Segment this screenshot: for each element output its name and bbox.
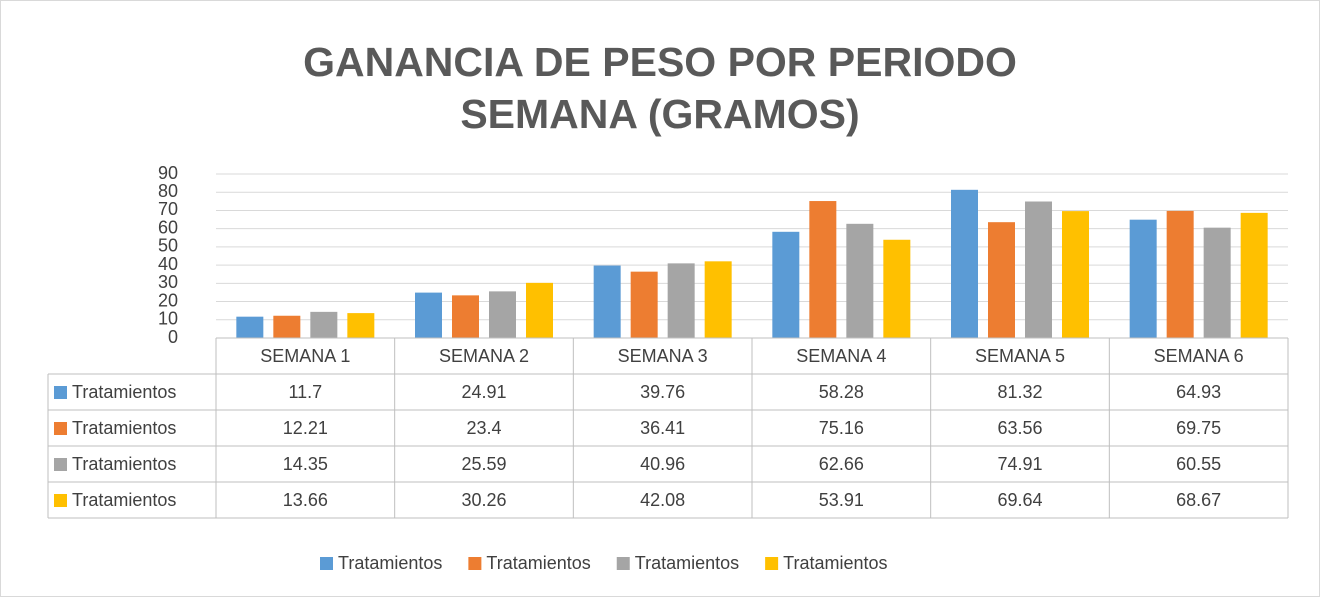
y-tick-label: 90 bbox=[158, 163, 178, 183]
x-tick-label: SEMANA 6 bbox=[1154, 346, 1244, 366]
bar bbox=[526, 282, 553, 338]
bar bbox=[452, 295, 479, 338]
table-cell: 11.7 bbox=[288, 382, 322, 402]
bar bbox=[415, 292, 442, 338]
legend-label: Tratamientos bbox=[486, 553, 590, 573]
table-cell: 64.93 bbox=[1176, 382, 1221, 402]
y-tick-label: 10 bbox=[158, 309, 178, 329]
bar bbox=[704, 261, 732, 338]
bar bbox=[273, 315, 301, 338]
legend-label: Tratamientos bbox=[635, 553, 739, 573]
bar bbox=[883, 239, 911, 338]
bar bbox=[1062, 211, 1089, 338]
y-tick-label: 30 bbox=[158, 272, 178, 292]
table-cell: 25.59 bbox=[461, 454, 506, 474]
y-tick-label: 20 bbox=[158, 290, 178, 310]
x-tick-label: SEMANA 3 bbox=[618, 346, 708, 366]
table-cell: 24.91 bbox=[461, 382, 506, 402]
table-legend-key bbox=[54, 386, 67, 399]
chart-title: GANANCIA DE PESO POR PERIODO SEMANA (GRA… bbox=[303, 39, 1017, 137]
table-legend-key bbox=[54, 422, 67, 435]
table-legend-key bbox=[54, 494, 67, 507]
legend-label: Tratamientos bbox=[783, 553, 887, 573]
bar bbox=[667, 263, 695, 338]
y-tick-label: 60 bbox=[158, 217, 178, 237]
table-cell: 30.26 bbox=[461, 490, 506, 510]
legend-key bbox=[468, 557, 482, 570]
y-tick-label: 50 bbox=[158, 236, 178, 256]
bar bbox=[1240, 212, 1268, 338]
table-cell: 14.35 bbox=[283, 454, 328, 474]
table-cell: 75.16 bbox=[819, 418, 864, 438]
table-cell: 68.67 bbox=[1176, 490, 1221, 510]
bar bbox=[236, 316, 264, 338]
x-tick-label: SEMANA 4 bbox=[796, 346, 886, 366]
bar bbox=[593, 265, 621, 338]
x-tick-label: SEMANA 1 bbox=[260, 346, 350, 366]
x-tick-label: SEMANA 2 bbox=[439, 346, 529, 366]
table-legend-key bbox=[54, 458, 67, 471]
legend-key bbox=[616, 557, 630, 570]
legend-key bbox=[765, 557, 779, 570]
table-cell: 23.4 bbox=[466, 418, 501, 438]
y-tick-label: 40 bbox=[158, 254, 178, 274]
table-row-label: Tratamientos bbox=[72, 382, 176, 402]
bar bbox=[310, 311, 338, 338]
table-cell: 62.66 bbox=[819, 454, 864, 474]
table-cell: 74.91 bbox=[997, 454, 1042, 474]
table-cell: 39.76 bbox=[640, 382, 685, 402]
table-cell: 69.75 bbox=[1176, 418, 1221, 438]
bar bbox=[1025, 201, 1052, 338]
table-cell: 36.41 bbox=[640, 418, 685, 438]
bar bbox=[951, 189, 978, 338]
bar bbox=[630, 271, 658, 338]
table-cell: 13.66 bbox=[283, 490, 328, 510]
legend-key bbox=[320, 557, 333, 570]
table-cell: 58.28 bbox=[819, 382, 864, 402]
table-cell: 81.32 bbox=[997, 382, 1042, 402]
y-tick-label: 0 bbox=[168, 327, 178, 347]
table-cell: 40.96 bbox=[640, 454, 685, 474]
table-cell: 60.55 bbox=[1176, 454, 1221, 474]
x-tick-label: SEMANA 5 bbox=[975, 346, 1065, 366]
table-cell: 42.08 bbox=[640, 490, 685, 510]
table-row-label: Tratamientos bbox=[72, 454, 176, 474]
bar bbox=[347, 313, 375, 338]
bar bbox=[772, 231, 800, 338]
bar bbox=[1166, 210, 1194, 338]
table-cell: 69.64 bbox=[997, 490, 1042, 510]
legend-label: Tratamientos bbox=[338, 553, 442, 573]
bar bbox=[1129, 219, 1157, 338]
bar bbox=[988, 222, 1015, 338]
table-cell: 53.91 bbox=[819, 490, 864, 510]
bar bbox=[846, 223, 874, 338]
table-cell: 12.21 bbox=[283, 418, 328, 438]
bar bbox=[489, 291, 516, 338]
bar bbox=[1203, 227, 1231, 338]
table-cell: 63.56 bbox=[997, 418, 1042, 438]
table-row-label: Tratamientos bbox=[72, 418, 176, 438]
y-tick-label: 70 bbox=[158, 199, 178, 219]
y-tick-label: 80 bbox=[158, 181, 178, 201]
table-row-label: Tratamientos bbox=[72, 490, 176, 510]
bar bbox=[809, 201, 837, 338]
